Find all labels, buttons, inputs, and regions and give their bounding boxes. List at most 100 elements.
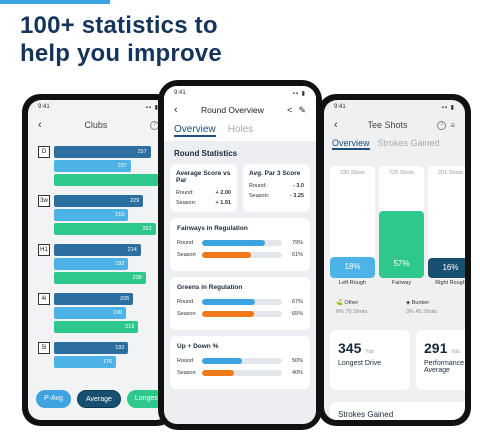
stat-bar-track bbox=[201, 370, 282, 376]
tee-nav: ‹ Tee Shots ? ≡ bbox=[324, 114, 465, 136]
stat-season-label: Season bbox=[177, 311, 196, 317]
stat-bar-track bbox=[201, 299, 282, 305]
stat-title: Fairways in Regulation bbox=[177, 225, 248, 232]
avg-score-card: Average Score vs Par Round: + 2.00 Season… bbox=[170, 164, 237, 212]
avg-score-title: Average Score vs Par bbox=[176, 170, 231, 184]
other-label: Other bbox=[344, 300, 359, 306]
round-overview-screen: 9:41 ▪▪ ▮ ‹ Round Overview < ✎ Overview … bbox=[164, 86, 316, 424]
club-bar-light: 190 bbox=[54, 307, 126, 319]
phone-round-overview: 9:41 ▪▪ ▮ ‹ Round Overview < ✎ Overview … bbox=[158, 80, 322, 430]
club-row[interactable]: 5i 192 176 bbox=[38, 342, 169, 368]
club-bar-light: 192 bbox=[54, 258, 129, 270]
signal-icon: ▪▪ ▮ bbox=[145, 105, 159, 111]
misc-stats: ⛳ Other 6% 70 Shots ◈ Bunker 3% 45 Shots bbox=[330, 296, 465, 324]
tab-overview[interactable]: Overview bbox=[174, 124, 216, 137]
stat-card[interactable]: Fairways in Regulation Round 79% Season 61% bbox=[170, 218, 310, 271]
longest-drive-value: 345 bbox=[338, 340, 362, 356]
stat-round-value: 50% bbox=[291, 358, 303, 364]
status-bar: 9:41 ▪▪ ▮ bbox=[164, 86, 316, 100]
avg-par3-title: Avg. Par 3 Score bbox=[249, 170, 301, 177]
stat-bar-fill bbox=[201, 370, 234, 376]
stat-season-label: Season bbox=[177, 252, 196, 258]
club-row[interactable]: D 257 237 301 bbox=[38, 146, 169, 186]
filter-icon[interactable]: ≡ bbox=[450, 120, 455, 130]
status-time: 9:41 bbox=[174, 90, 186, 96]
signal-icon: ▪▪ ▮ bbox=[292, 91, 306, 97]
stat-bar-fill bbox=[201, 240, 265, 246]
clubs-nav: ‹ Clubs ? bbox=[28, 114, 169, 136]
tee-column[interactable]: 725 Shots 57% bbox=[379, 166, 424, 278]
performance-label: Performance Average bbox=[424, 360, 465, 374]
tab-holes[interactable]: Holes bbox=[227, 124, 254, 135]
club-label: H1 bbox=[38, 244, 50, 256]
stat-bar-fill bbox=[201, 358, 242, 364]
tab-overview[interactable]: Overview bbox=[332, 138, 370, 150]
bunker-value: 3% 45 Shots bbox=[406, 309, 438, 315]
stat-round-row: Round 67% bbox=[177, 299, 303, 305]
phone-clubs: 9:41 ▪▪ ▮ ‹ Clubs ? D 257 237 301 3w 229 210 26… bbox=[22, 94, 175, 426]
avg-par3-round-value: - 3.0 bbox=[292, 183, 304, 189]
back-icon[interactable]: ‹ bbox=[38, 119, 42, 131]
tee-shots-screen: 9:41 ▪▪ ▮ ‹ Tee Shots ? ≡ Overview Strok… bbox=[324, 100, 465, 420]
pill-longest[interactable]: Longest bbox=[126, 390, 168, 408]
status-time: 9:41 bbox=[334, 104, 346, 110]
stat-cards: Fairways in Regulation Round 79% Season 61% G… bbox=[164, 218, 316, 389]
avg-par3-round-label: Round: bbox=[249, 183, 267, 189]
tee-tabs: Overview Strokes Gained bbox=[324, 136, 465, 152]
club-bar-light: 176 bbox=[54, 356, 116, 368]
avg-par3-season-value: - 3.25 bbox=[289, 193, 304, 199]
tee-label: Right Rough bbox=[435, 280, 465, 286]
stat-title: Up + Down % bbox=[177, 343, 219, 350]
stat-season-row: Season 40% bbox=[177, 370, 303, 376]
edit-icon[interactable]: ✎ bbox=[298, 104, 306, 115]
tee-column[interactable]: 230 Shots 18% bbox=[330, 166, 375, 278]
tee-pct: 18% bbox=[344, 261, 361, 271]
avg-score-round-label: Round: bbox=[176, 190, 194, 196]
stat-round-label: Round bbox=[177, 240, 194, 246]
pill-average[interactable]: Average bbox=[76, 390, 121, 408]
stat-bar-fill bbox=[201, 252, 251, 258]
club-bar-green: 301 bbox=[54, 174, 169, 186]
status-bar: 9:41 ▪▪ ▮ bbox=[324, 100, 465, 114]
club-label: 3w bbox=[38, 195, 50, 207]
stat-card[interactable]: Greens in Regulation Round 67% Season 65% bbox=[170, 277, 310, 330]
tee-column[interactable]: 201 Shots 16% bbox=[428, 166, 465, 278]
tee-label: Left Rough bbox=[339, 280, 366, 286]
stat-round-row: Round 50% bbox=[177, 358, 303, 364]
tee-columns: 230 Shots 18% 725 Shots 57% 201 Shots 16% bbox=[330, 166, 465, 278]
back-icon[interactable]: ‹ bbox=[174, 104, 178, 116]
tee-shots-count: 230 Shots bbox=[340, 170, 365, 176]
drive-stat-cards: 345 Yds Longest Drive 291 Yds Performanc… bbox=[330, 330, 465, 390]
club-bar-green: 262 bbox=[54, 223, 156, 235]
stat-season-value: 40% bbox=[291, 370, 303, 376]
stat-round-label: Round bbox=[177, 358, 194, 364]
club-row[interactable]: 4i 205 190 219 bbox=[38, 293, 169, 333]
help-icon[interactable]: ? bbox=[437, 120, 447, 130]
clubs-screen: 9:41 ▪▪ ▮ ‹ Clubs ? D 257 237 301 3w 229 210 26… bbox=[28, 100, 169, 420]
avg-score-round-value: + 2.00 bbox=[215, 190, 231, 196]
tab-strokes-gained[interactable]: Strokes Gained bbox=[377, 138, 440, 148]
stat-round-value: 79% bbox=[291, 240, 303, 246]
club-bar-green: 219 bbox=[54, 321, 139, 333]
pill-p-avg[interactable]: P-Avg bbox=[36, 390, 71, 408]
club-row[interactable]: H1 214 192 238 bbox=[38, 244, 169, 284]
stat-season-value: 61% bbox=[291, 252, 303, 258]
tee-shots-count: 725 Shots bbox=[389, 170, 414, 176]
bunker-icon: ◈ bbox=[406, 300, 411, 306]
club-bar-light: 237 bbox=[54, 160, 131, 172]
back-icon[interactable]: ‹ bbox=[334, 119, 338, 131]
tee-pct: 16% bbox=[442, 263, 459, 272]
club-row[interactable]: 3w 229 210 262 bbox=[38, 195, 169, 235]
strokes-gained-card[interactable]: Strokes Gained bbox=[330, 402, 465, 420]
round-nav: ‹ Round Overview < ✎ bbox=[164, 100, 316, 120]
longest-drive-label: Longest Drive bbox=[338, 360, 382, 367]
other-stat: ⛳ Other 6% 70 Shots bbox=[330, 296, 400, 324]
stat-card[interactable]: Up + Down % Round 50% Season 40% bbox=[170, 336, 310, 389]
share-icon[interactable]: < bbox=[287, 104, 293, 115]
performance-unit: Yds bbox=[451, 349, 460, 355]
tee-title: Tee Shots bbox=[367, 120, 408, 130]
club-bar-dark: 205 bbox=[54, 293, 134, 305]
headline-line-2: help you improve bbox=[20, 40, 222, 67]
avg-score-season-label: Season: bbox=[176, 200, 197, 206]
